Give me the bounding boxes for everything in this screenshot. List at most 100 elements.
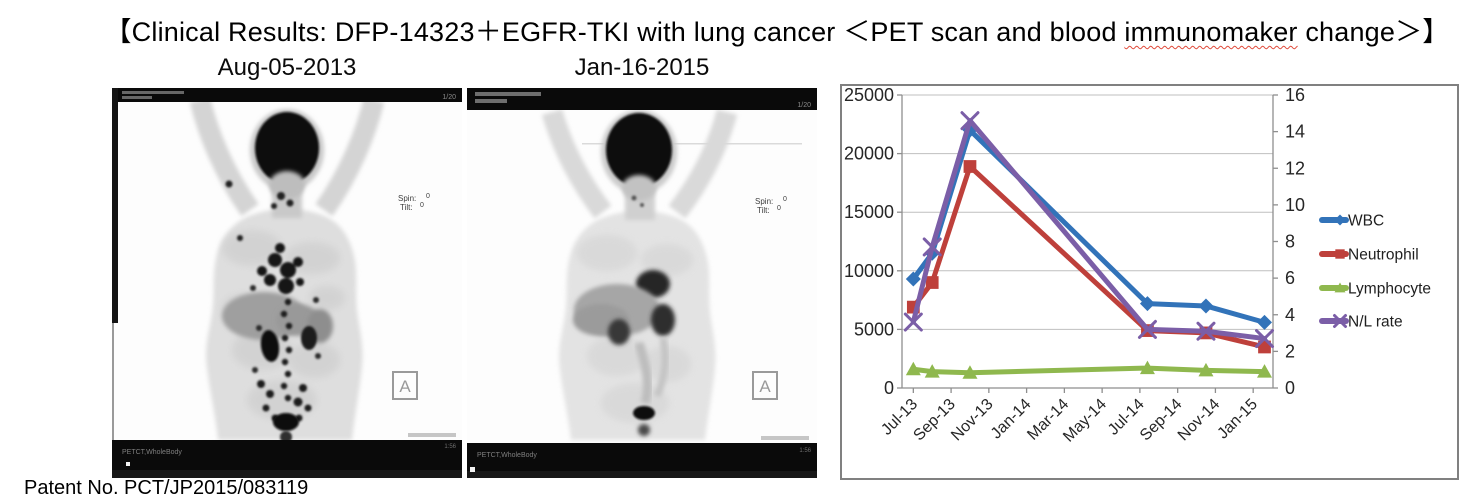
spin-label: Spin: (398, 194, 416, 203)
dicom-top-bar (467, 88, 817, 110)
legend-item-WBC: WBC (1319, 213, 1384, 230)
orientation-marker-box (392, 371, 418, 400)
head-brain-uptake (606, 113, 672, 187)
legend-label: Neutrophil (1348, 247, 1419, 264)
right-axis-tick-label: 10 (1285, 195, 1305, 215)
series-marker-diamond (1257, 314, 1273, 330)
left-axis-tick-label: 15000 (844, 202, 894, 222)
series-marker-triangle (905, 361, 921, 376)
left-axis-tick-label: 0 (884, 378, 894, 398)
spin-label: Spin: (755, 197, 773, 206)
right-axis-tick-label: 12 (1285, 158, 1305, 178)
tilt-label: Tilt: (400, 203, 413, 212)
head-brain-uptake (255, 112, 319, 184)
left-edge-artifact (112, 88, 118, 323)
series-marker-x (903, 312, 923, 332)
bowel-uptake (634, 341, 652, 405)
spin-value: 0 (426, 193, 430, 200)
dicom-bottom-strip (467, 471, 817, 478)
modality-text: PETCT,WholeBody (477, 452, 537, 459)
scattered-lesions (250, 285, 321, 373)
dicom-bottom-bar (467, 443, 817, 471)
title-prefix: 【Clinical Results: DFP-14323＋EGFR-TKI wi… (104, 17, 1125, 47)
legend-item-Neutrophil: Neutrophil (1319, 247, 1419, 264)
spin-tilt-overlay: Spin: 0 Tilt: 0 (398, 193, 430, 212)
spin-tilt-overlay: Spin: 0 Tilt: 0 (755, 196, 787, 215)
modality-text: PETCT,WholeBody (122, 449, 182, 456)
series-marker-triangle (1334, 282, 1346, 293)
bladder (633, 406, 655, 420)
right-axis-tick-label: 6 (1285, 268, 1295, 288)
time-text: 1:56 (444, 444, 456, 450)
legend-label: N/L rate (1348, 314, 1403, 331)
dicom-bottom-bar (112, 440, 462, 470)
series-marker-x (1333, 314, 1347, 328)
right-kidney-lesion (301, 326, 317, 350)
series-marker-square (963, 160, 977, 173)
pet-scan-image-aug-2013: 1/20 Spin: 0 Tilt: 0 A PETCT,WholeBody 1… (112, 88, 462, 478)
chin (269, 171, 305, 199)
tilt-label: Tilt: (757, 206, 770, 215)
patient-body-silhouette (189, 97, 385, 443)
series-marker-x (960, 111, 980, 131)
right-axis-tick-label: 4 (1285, 305, 1295, 325)
spin-value: 0 (783, 196, 787, 203)
left-axis-tick-label: 20000 (844, 144, 894, 164)
right-arm (315, 97, 385, 217)
dicom-top-bar (112, 88, 462, 102)
legend-label: WBC (1348, 213, 1384, 230)
series-marker-triangle (924, 364, 940, 378)
pet-scan-image-jan-2015: 1/20 Spin: 0 Tilt: 0 A PETCT,WholeBody 1… (467, 88, 817, 478)
frame-counter-text: 1/20 (442, 94, 456, 101)
series-marker-x (922, 237, 942, 257)
series-marker-square (925, 276, 939, 289)
neck-residual-spots (631, 195, 644, 207)
series-marker-x (1196, 321, 1216, 341)
scan2-date-label: Jan-16-2015 (574, 54, 710, 81)
bowel-uptake-2 (653, 337, 669, 398)
spine-lesions (280, 298, 293, 402)
series-marker-triangle (1198, 362, 1214, 377)
window-level-text-redacted (408, 433, 456, 437)
series-Lymphocyte (905, 360, 1273, 379)
series-marker-square (1335, 249, 1345, 259)
patient-id-text-redacted (122, 91, 184, 94)
chart-border (840, 84, 1459, 480)
tissue-mottle (222, 230, 345, 420)
scan-line-artifact (582, 143, 802, 145)
mediastinal-lesions (257, 243, 304, 294)
series-marker-triangle (1257, 364, 1273, 378)
series-marker-triangle (962, 365, 978, 379)
left-arm (541, 109, 612, 219)
tilt-value: 0 (420, 202, 424, 209)
window-level-text-redacted (761, 436, 809, 440)
dicom-bottom-strip (112, 470, 462, 478)
blood-marker-chart: 0 5000 10000 15000 20000 25000 0 2 4 6 8 10 12 14 16 Ju… (840, 84, 1459, 480)
series-marker-triangle (1139, 360, 1155, 375)
right-kidney (651, 304, 675, 336)
title-suffix: change＞】 (1297, 17, 1450, 47)
left-axis-tick-label: 25000 (844, 85, 894, 105)
patient-id-text-redacted (475, 92, 541, 96)
legend-item-N-L-rate: N/L rate (1319, 314, 1403, 331)
chart-canvas: 05000100001500020000250000246810121416Ju… (840, 84, 1459, 480)
series-N-L-rate (903, 111, 1275, 349)
patent-number: Patent No. PCT/JP2015/083119 (24, 477, 309, 499)
patient-info-text-redacted (122, 96, 152, 99)
series-marker-diamond (905, 271, 921, 287)
orientation-marker-letter: A (759, 377, 771, 396)
time-text: 1:56 (799, 448, 811, 454)
orientation-marker-letter: A (399, 377, 411, 396)
left-axis-tick-label: 10000 (844, 261, 894, 281)
corner-dot (126, 462, 130, 466)
left-arm (189, 97, 259, 217)
title-misspelled-word: immunomaker (1124, 17, 1298, 47)
series-line (910, 118, 1268, 342)
bladder (273, 413, 299, 431)
frame-counter-text: 1/20 (797, 102, 811, 109)
right-axis-tick-label: 16 (1285, 85, 1305, 105)
corner-dot (470, 467, 475, 472)
right-axis-tick-label: 0 (1285, 378, 1295, 398)
perineal-uptake (638, 424, 650, 436)
